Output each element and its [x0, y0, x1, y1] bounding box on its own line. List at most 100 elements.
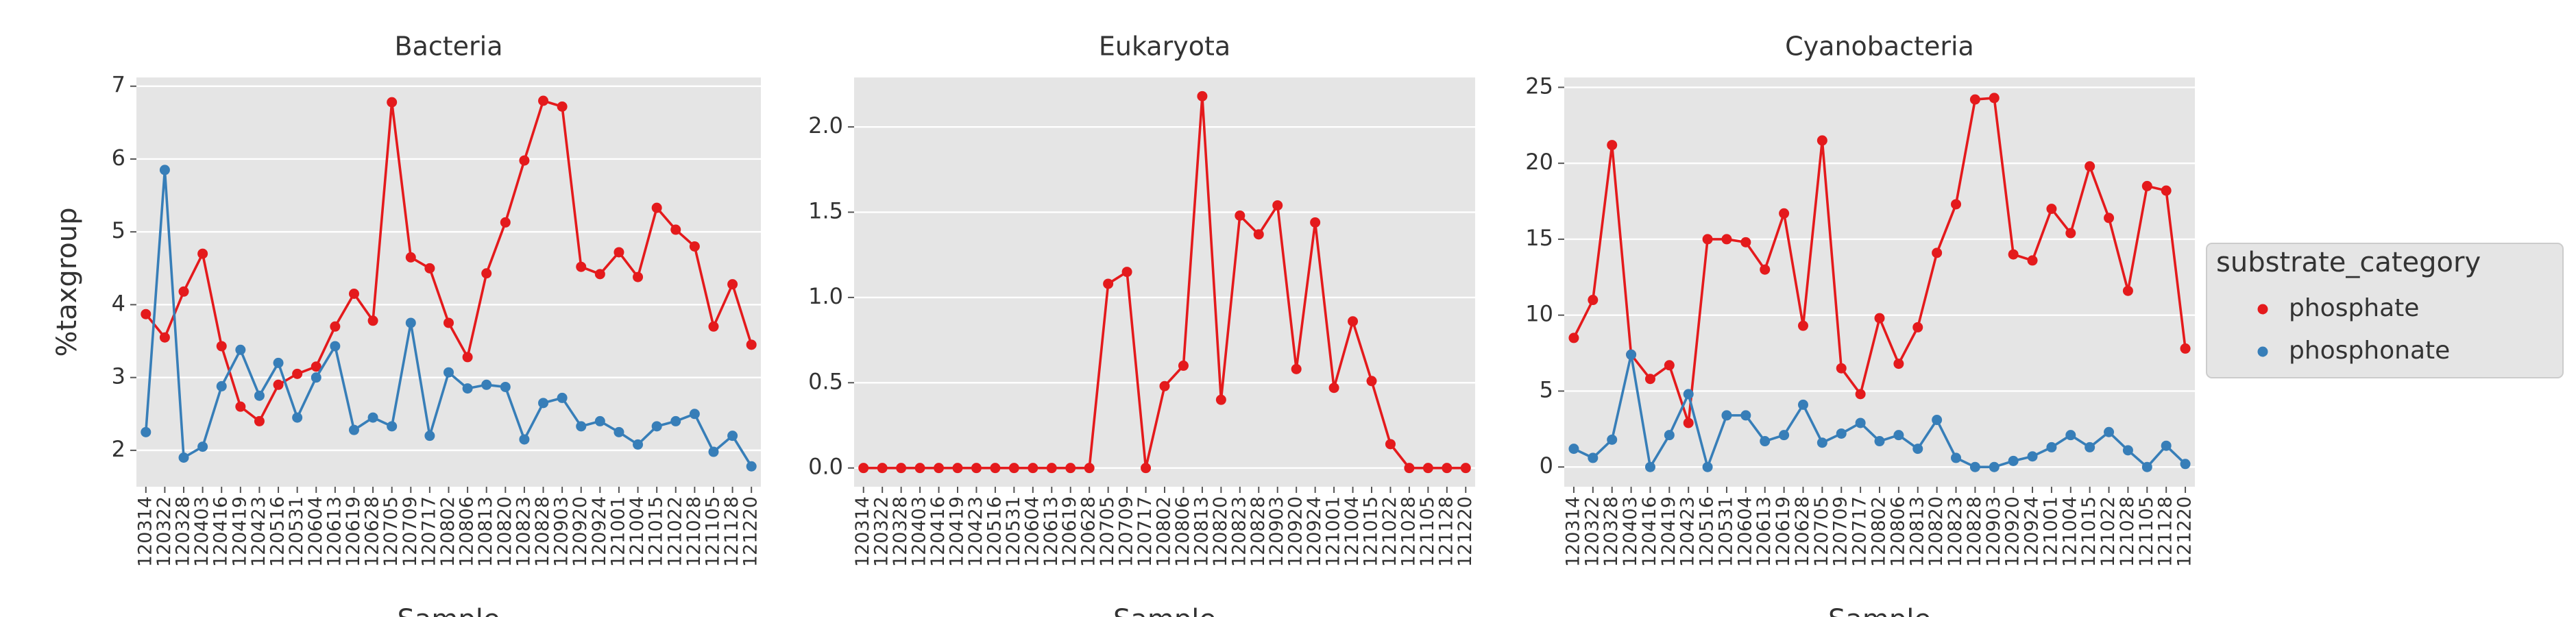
- x-tick-label: 120628: [1078, 496, 1099, 567]
- point: [576, 261, 587, 272]
- point: [727, 431, 738, 441]
- point: [311, 372, 321, 383]
- x-tick-label: 121004: [627, 496, 648, 567]
- x-tick-label: 120806: [1887, 496, 1908, 567]
- point: [971, 463, 982, 474]
- point: [2122, 445, 2133, 456]
- point: [1084, 463, 1095, 474]
- x-tick-label: 121015: [1361, 496, 1382, 567]
- x-tick-label: 120717: [1134, 496, 1156, 567]
- y-tick-label: 25: [1525, 73, 1553, 99]
- point: [348, 424, 359, 435]
- x-tick-label: 121105: [1417, 496, 1438, 567]
- point: [2161, 185, 2172, 196]
- point: [2161, 440, 2172, 451]
- point: [159, 165, 170, 176]
- x-tick-label: 121220: [2174, 496, 2196, 567]
- x-tick-label: 121028: [2117, 496, 2138, 567]
- x-tick-label: 120314: [1562, 496, 1583, 567]
- x-tick-label: 121022: [1379, 496, 1400, 567]
- subplot-title: Eukaryota: [1099, 32, 1230, 62]
- point: [1779, 430, 1790, 441]
- point: [1291, 363, 1302, 374]
- point: [896, 463, 907, 474]
- x-tick-label: 120828: [532, 496, 553, 567]
- point: [1702, 461, 1713, 472]
- point: [2085, 441, 2095, 452]
- point: [557, 392, 568, 403]
- x-tick-label: 120423: [1677, 496, 1699, 567]
- x-tick-label: 121128: [2155, 496, 2176, 567]
- point: [235, 344, 246, 355]
- x-tick-label: 120920: [2002, 496, 2024, 567]
- point: [651, 202, 662, 213]
- point: [367, 315, 378, 326]
- point: [1989, 93, 2000, 104]
- point: [1385, 439, 1396, 450]
- point: [1797, 399, 1808, 410]
- x-tick-label: 121004: [2059, 496, 2080, 567]
- x-tick-label: 120416: [210, 496, 232, 567]
- point: [1683, 389, 1694, 400]
- x-tick-label: 120619: [1773, 496, 1794, 567]
- point: [273, 357, 284, 368]
- point: [1046, 463, 1057, 474]
- x-tick-label: 120823: [1228, 496, 1250, 567]
- y-tick-label: 10: [1525, 301, 1553, 327]
- point: [1235, 210, 1246, 221]
- y-tick-label: 3: [112, 363, 125, 389]
- x-tick-label: 120419: [1658, 496, 1679, 567]
- point: [2027, 255, 2038, 266]
- point: [424, 263, 435, 274]
- x-tick-label: 121015: [646, 496, 667, 567]
- point: [689, 409, 700, 420]
- point: [1740, 237, 1751, 247]
- point: [481, 268, 492, 279]
- x-tick-label: 120314: [134, 496, 156, 567]
- x-tick-label: 120423: [965, 496, 986, 567]
- y-tick-label: 5: [1540, 376, 1553, 402]
- point: [2046, 441, 2057, 452]
- plot-background: [136, 77, 761, 487]
- point: [1969, 461, 1980, 472]
- x-tick-label: 120924: [589, 496, 610, 567]
- point: [348, 288, 359, 299]
- point: [367, 412, 378, 423]
- point: [651, 421, 662, 432]
- point: [1874, 436, 1885, 447]
- point: [1568, 444, 1579, 455]
- point: [311, 361, 321, 372]
- point: [2104, 426, 2115, 437]
- point: [1816, 135, 1827, 146]
- point: [1893, 359, 1904, 370]
- point: [746, 339, 757, 350]
- x-tick-label: 120628: [362, 496, 383, 567]
- point: [1836, 363, 1847, 374]
- x-tick-label: 120628: [1792, 496, 1813, 567]
- point: [576, 421, 587, 432]
- point: [990, 463, 1001, 474]
- point: [538, 398, 549, 409]
- x-axis-label: Sample: [398, 604, 500, 617]
- point: [1121, 267, 1132, 278]
- point: [1721, 410, 1732, 421]
- x-tick-label: 120828: [1964, 496, 1985, 567]
- subplot-title: Bacteria: [395, 32, 503, 62]
- x-tick-label: 120903: [551, 496, 572, 567]
- point: [670, 224, 681, 235]
- x-tick-label: 121015: [2078, 496, 2100, 567]
- point: [1442, 463, 1453, 474]
- point: [1951, 452, 1962, 463]
- point: [1008, 463, 1019, 474]
- x-tick-label: 120820: [1210, 496, 1231, 567]
- point: [877, 463, 888, 474]
- point: [1422, 463, 1433, 474]
- x-tick-label: 120820: [1925, 496, 1947, 567]
- point: [1644, 374, 1655, 385]
- point: [1310, 217, 1321, 228]
- point: [443, 367, 454, 378]
- point: [1366, 376, 1377, 387]
- y-tick-label: 0.0: [808, 454, 843, 480]
- x-tick-label: 120419: [229, 496, 250, 567]
